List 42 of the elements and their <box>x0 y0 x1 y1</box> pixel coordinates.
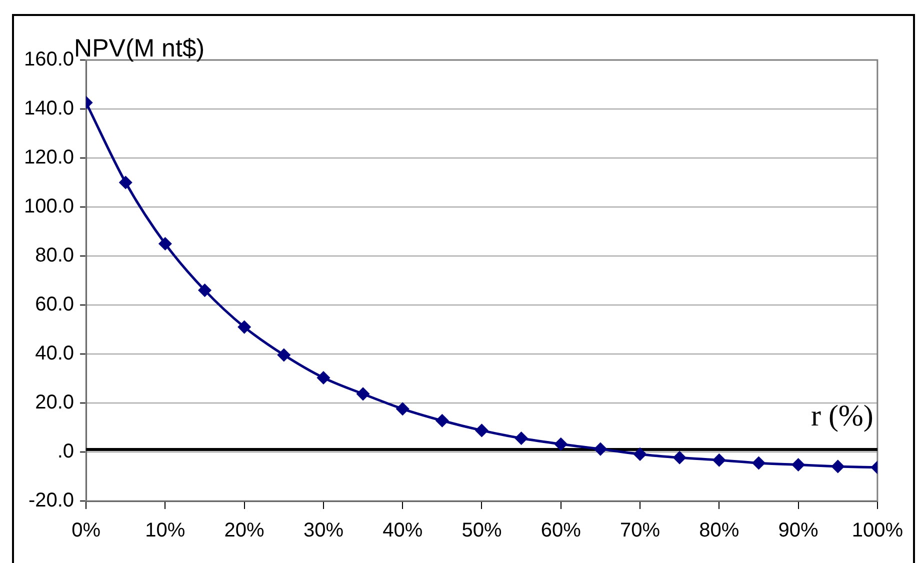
point <box>515 432 528 445</box>
point <box>832 460 844 473</box>
point <box>594 442 607 456</box>
x-axis-title: r (%) <box>810 399 874 432</box>
y-tick-label: -20.0 <box>28 490 74 512</box>
y-tick-label: 60.0 <box>35 294 74 316</box>
point <box>317 372 330 384</box>
point <box>436 414 448 427</box>
x-tick-label: 60% <box>540 520 582 542</box>
y-tick-label: 40.0 <box>35 342 74 365</box>
x-tick-label: 10% <box>145 520 186 542</box>
y-tick-label: 140.0 <box>24 98 74 120</box>
point <box>792 458 805 471</box>
x-tick-label: 100% <box>852 520 904 542</box>
x-tick-label: 70% <box>620 520 660 542</box>
y-axis-title: NPV(M nt$) <box>74 34 205 62</box>
x-tick-label: 30% <box>303 520 344 542</box>
point <box>278 348 290 362</box>
y-tick-label: 80.0 <box>35 244 74 267</box>
point <box>396 402 409 416</box>
x-tick-label: 0% <box>72 520 101 542</box>
x-tick-label: 80% <box>699 520 740 542</box>
y-tick-label: 20.0 <box>35 392 74 414</box>
x-tick-label: 90% <box>778 520 819 542</box>
point <box>712 454 726 466</box>
x-tick-label: 20% <box>224 520 265 542</box>
point <box>119 176 132 189</box>
point <box>673 451 686 464</box>
point <box>752 456 765 470</box>
point <box>198 284 212 297</box>
y-tick-label: 120.0 <box>24 146 74 169</box>
point <box>475 424 488 437</box>
y-tick-label: .0 <box>57 440 74 463</box>
y-tick-label: 100.0 <box>24 196 74 218</box>
x-tick-label: 40% <box>382 520 423 542</box>
x-tick-label: 50% <box>462 520 502 542</box>
point <box>356 388 370 400</box>
y-tick-label: 160.0 <box>24 48 74 71</box>
point <box>158 238 172 250</box>
point <box>238 320 251 334</box>
point <box>554 438 568 450</box>
point <box>634 448 646 460</box>
